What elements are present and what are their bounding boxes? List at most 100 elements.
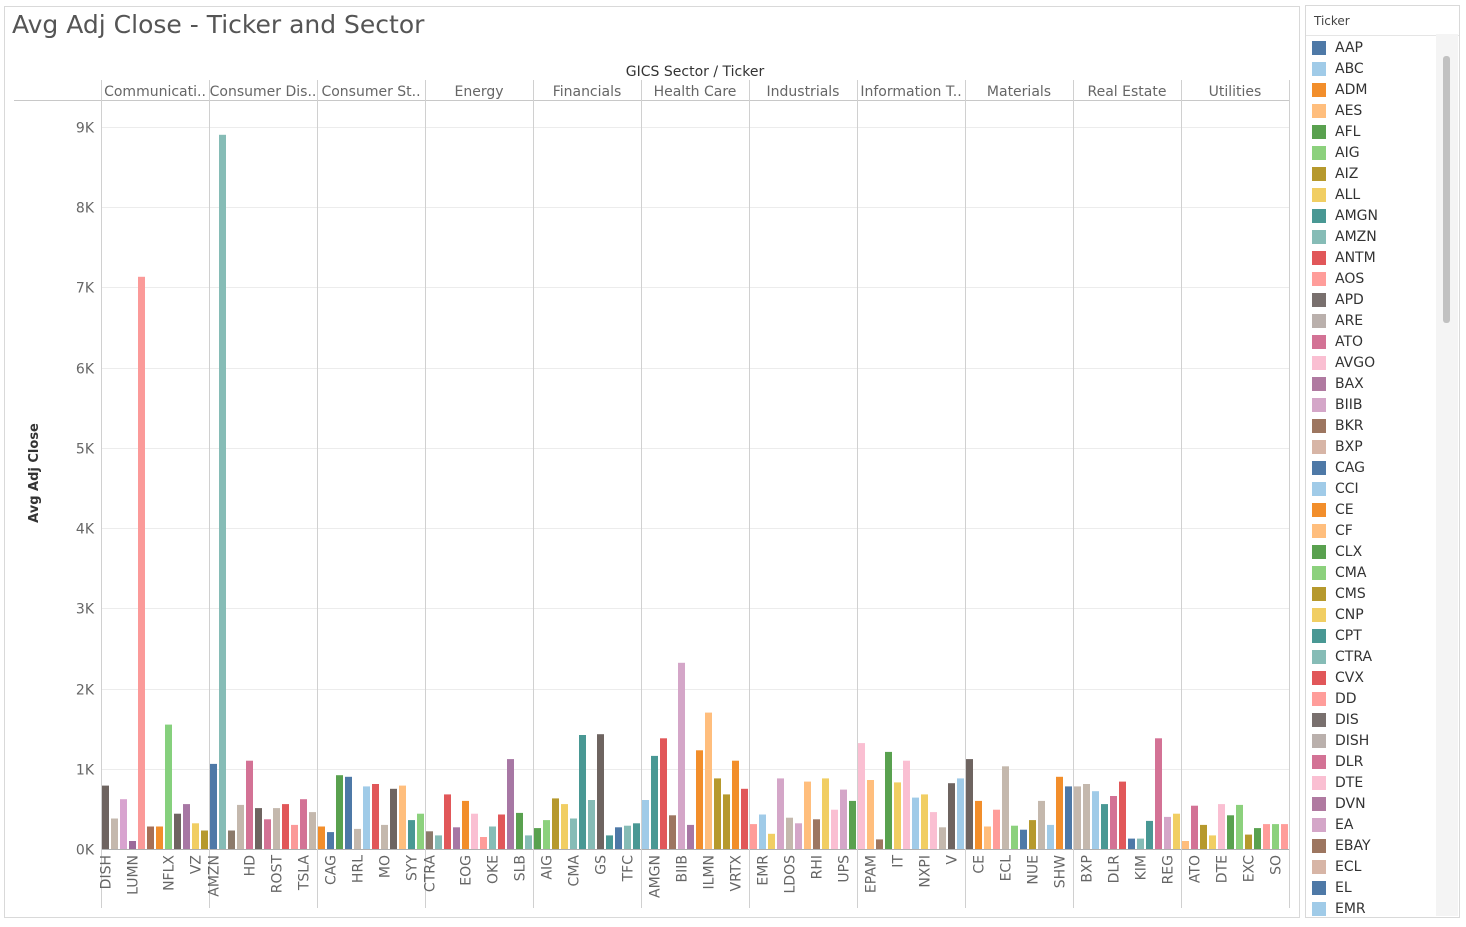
legend-item[interactable]: CMA — [1310, 562, 1438, 583]
legend-item[interactable]: BAX — [1310, 373, 1438, 394]
legend-item[interactable]: ARE — [1310, 310, 1438, 331]
legend-item[interactable]: DVN — [1310, 793, 1438, 814]
bar[interactable] — [516, 812, 523, 849]
bar[interactable] — [1227, 815, 1234, 849]
bar[interactable] — [489, 826, 496, 850]
bar[interactable] — [777, 778, 784, 849]
legend-item[interactable]: CCI — [1310, 478, 1438, 499]
bar[interactable] — [345, 776, 352, 849]
bar[interactable] — [1191, 805, 1198, 849]
bar[interactable] — [1209, 835, 1216, 849]
bar[interactable] — [759, 814, 766, 850]
bar[interactable] — [741, 788, 748, 849]
bar[interactable] — [192, 823, 199, 849]
bar[interactable] — [363, 786, 370, 849]
bar[interactable] — [525, 835, 532, 849]
legend-item[interactable]: CNP — [1310, 604, 1438, 625]
bar[interactable] — [174, 813, 181, 849]
legend-item[interactable]: BXP — [1310, 436, 1438, 457]
legend-scrollbar[interactable] — [1436, 34, 1458, 916]
legend-item[interactable]: CF — [1310, 520, 1438, 541]
bar[interactable] — [237, 804, 244, 849]
bar[interactable] — [714, 778, 721, 849]
legend-item[interactable]: EMR — [1310, 898, 1438, 917]
legend-item[interactable]: CMS — [1310, 583, 1438, 604]
legend-item[interactable]: CAG — [1310, 457, 1438, 478]
bar[interactable] — [390, 788, 397, 849]
legend-item[interactable]: AFL — [1310, 121, 1438, 142]
bar[interactable] — [336, 775, 343, 849]
bar[interactable] — [534, 828, 541, 849]
bar[interactable] — [201, 830, 208, 850]
bar[interactable] — [210, 763, 217, 849]
bar[interactable] — [768, 833, 775, 849]
legend-scroll-thumb[interactable] — [1443, 56, 1450, 323]
bar[interactable] — [750, 824, 757, 849]
legend-item[interactable]: ALL — [1310, 184, 1438, 205]
legend-item[interactable]: DISH — [1310, 730, 1438, 751]
bar[interactable] — [1137, 838, 1144, 849]
legend-item[interactable]: AMGN — [1310, 205, 1438, 226]
bar[interactable] — [1020, 829, 1027, 849]
bar[interactable] — [993, 809, 1000, 849]
bar[interactable] — [669, 815, 676, 849]
legend-item[interactable]: DD — [1310, 688, 1438, 709]
legend-item[interactable]: DLR — [1310, 751, 1438, 772]
legend-item[interactable]: AIZ — [1310, 163, 1438, 184]
bar[interactable] — [1065, 786, 1072, 849]
bar[interactable] — [498, 814, 505, 850]
bar[interactable] — [417, 813, 424, 849]
legend-item[interactable]: AES — [1310, 100, 1438, 121]
bar[interactable] — [543, 820, 550, 849]
legend-item[interactable]: ATO — [1310, 331, 1438, 352]
bar[interactable] — [129, 841, 136, 849]
bar[interactable] — [165, 724, 172, 849]
bar[interactable] — [831, 809, 838, 849]
bar[interactable] — [1128, 838, 1135, 849]
bar[interactable] — [138, 276, 145, 849]
bar[interactable] — [1182, 841, 1189, 849]
bar[interactable] — [876, 839, 883, 849]
bar[interactable] — [867, 780, 874, 849]
bar[interactable] — [570, 818, 577, 850]
legend-item[interactable]: CLX — [1310, 541, 1438, 562]
bar[interactable] — [372, 784, 379, 849]
bar[interactable] — [912, 797, 919, 849]
legend-item[interactable]: DIS — [1310, 709, 1438, 730]
legend-item[interactable]: CTRA — [1310, 646, 1438, 667]
legend-item[interactable]: APD — [1310, 289, 1438, 310]
bar[interactable] — [588, 800, 595, 849]
bar[interactable] — [1074, 786, 1081, 849]
bar[interactable] — [111, 818, 118, 850]
bar[interactable] — [696, 750, 703, 849]
bar[interactable] — [219, 134, 226, 850]
bar[interactable] — [1110, 796, 1117, 849]
bar[interactable] — [246, 760, 253, 849]
bar[interactable] — [1047, 824, 1054, 849]
bar[interactable] — [660, 738, 667, 849]
bar[interactable] — [930, 812, 937, 849]
legend-item[interactable]: DTE — [1310, 772, 1438, 793]
bar[interactable] — [723, 794, 730, 849]
bar[interactable] — [1155, 738, 1162, 849]
bar[interactable] — [309, 812, 316, 849]
bar[interactable] — [120, 799, 127, 849]
bar[interactable] — [552, 798, 559, 849]
bar[interactable] — [147, 826, 154, 850]
bar[interactable] — [327, 832, 334, 849]
legend-item[interactable]: AMZN — [1310, 226, 1438, 247]
bar[interactable] — [462, 800, 469, 849]
legend-item[interactable]: ECL — [1310, 856, 1438, 877]
bar[interactable] — [732, 760, 739, 849]
bar[interactable] — [435, 835, 442, 849]
bar[interactable] — [1200, 824, 1207, 849]
bar[interactable] — [975, 800, 982, 849]
bar[interactable] — [606, 835, 613, 849]
bar[interactable] — [678, 662, 685, 849]
bar[interactable] — [399, 785, 406, 849]
bar[interactable] — [300, 799, 307, 849]
bar[interactable] — [102, 785, 109, 849]
legend-item[interactable]: EBAY — [1310, 835, 1438, 856]
bar[interactable] — [633, 823, 640, 849]
bar[interactable] — [264, 819, 271, 849]
